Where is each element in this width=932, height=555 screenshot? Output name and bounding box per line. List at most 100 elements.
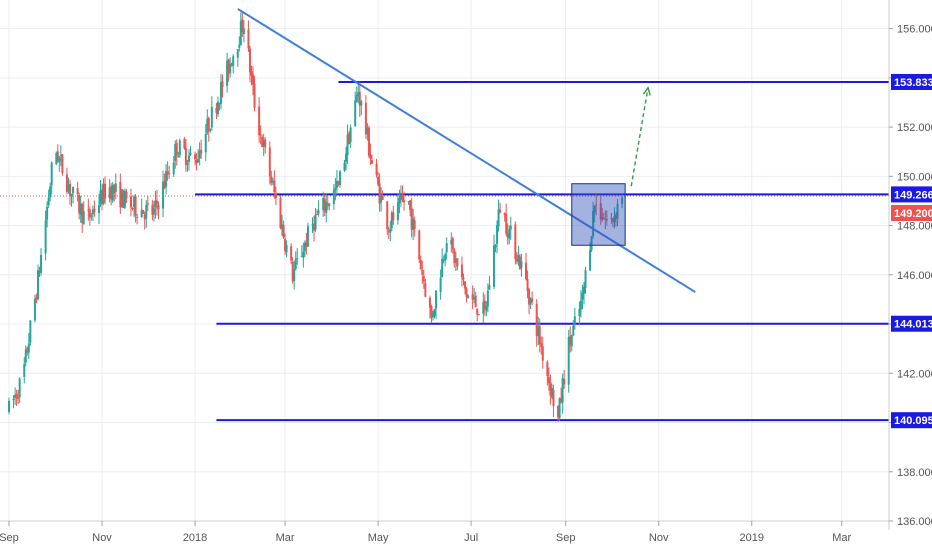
candle-body [482,302,485,314]
candle-body [578,308,581,317]
candle-body [441,258,444,277]
candle-body [412,218,415,230]
candle-body [12,398,15,401]
candle-body [569,336,572,345]
candle-body [36,270,39,299]
y-tick-label: 152.000 [897,122,932,134]
candle-body [496,224,499,245]
candle-body [377,176,380,185]
candle-body [403,200,406,203]
y-tick-label: 148.000 [897,221,932,233]
level-badge-label: 144.013 [894,319,932,331]
candle-body [451,238,454,250]
candle-body [8,400,10,413]
candle-body [154,200,157,208]
candle-body [589,249,592,271]
candle-body [514,224,517,259]
candle-body [410,208,413,230]
candle-body [334,187,337,190]
candle-body [87,209,90,211]
candle-body [355,94,358,102]
candle-body [508,229,511,239]
candle-body [206,118,209,133]
y-tick-label: 156.000 [897,24,932,36]
candle-body [55,153,58,165]
candle-body [380,194,383,203]
candle-body [313,223,316,231]
candle-body [399,195,402,199]
candle-body [168,173,171,175]
candle-body [29,320,32,343]
candle-body [24,349,27,363]
x-tick-label: 2019 [739,532,763,544]
candle-body [518,256,521,270]
candle-body [241,19,244,33]
candle-body [584,270,587,288]
candle-body [294,258,297,270]
level-badge [891,73,932,90]
candle-body [325,201,328,213]
candle-body [163,182,166,189]
candle-body [72,186,75,194]
candle-body [108,187,111,199]
highlight-zone [571,183,626,246]
candle-body [136,216,139,218]
candle-body [398,197,401,203]
candle-body [56,151,59,162]
candle-body [375,163,378,176]
candle-body [23,364,26,377]
candle-body [550,388,553,398]
x-tick-label: 2018 [183,532,207,544]
y-tick-label: 138.000 [897,467,932,479]
candle-body [79,203,82,215]
candle-body [422,276,425,282]
candle-body [151,205,154,215]
candle-body [602,218,605,220]
candle-body [97,205,100,214]
candle-body [130,196,133,208]
candle-body [387,230,390,232]
level-badge-label: 140.095 [894,415,932,427]
drawings [237,8,696,293]
candle-body [303,242,306,252]
candle-body [210,106,213,128]
candle-body [279,197,282,229]
candle-body [67,185,70,191]
candle-body [506,233,509,238]
candle-body [593,205,596,213]
candle-body [460,264,463,278]
candle-body [465,288,468,298]
candle-body [509,225,512,230]
level-badge [891,412,932,429]
candle-body [250,71,253,76]
candle-body [488,285,491,290]
candle-body [557,405,560,418]
candle-body [26,348,29,353]
candle-body [595,204,598,206]
candle-body [90,215,93,217]
candle-body [613,216,616,223]
candle-body [579,300,582,310]
candle-body [142,210,145,214]
candle-body [392,212,395,221]
candle-body [183,138,186,149]
candle-body [38,270,41,273]
candle-body [547,377,550,384]
candle-body [236,49,239,58]
candle-body [492,245,495,287]
candle-body [582,286,585,294]
candle-body [601,217,604,221]
candle-body [349,127,352,143]
candle-body [605,219,608,221]
candle-body [515,258,518,262]
candle-body [418,230,421,260]
candle-body [232,56,235,67]
candle-body [546,361,549,377]
candle-body [433,309,436,316]
candle-body [18,378,21,398]
candle-body [541,346,544,361]
candle-body [570,335,573,347]
candle-body [483,300,486,309]
